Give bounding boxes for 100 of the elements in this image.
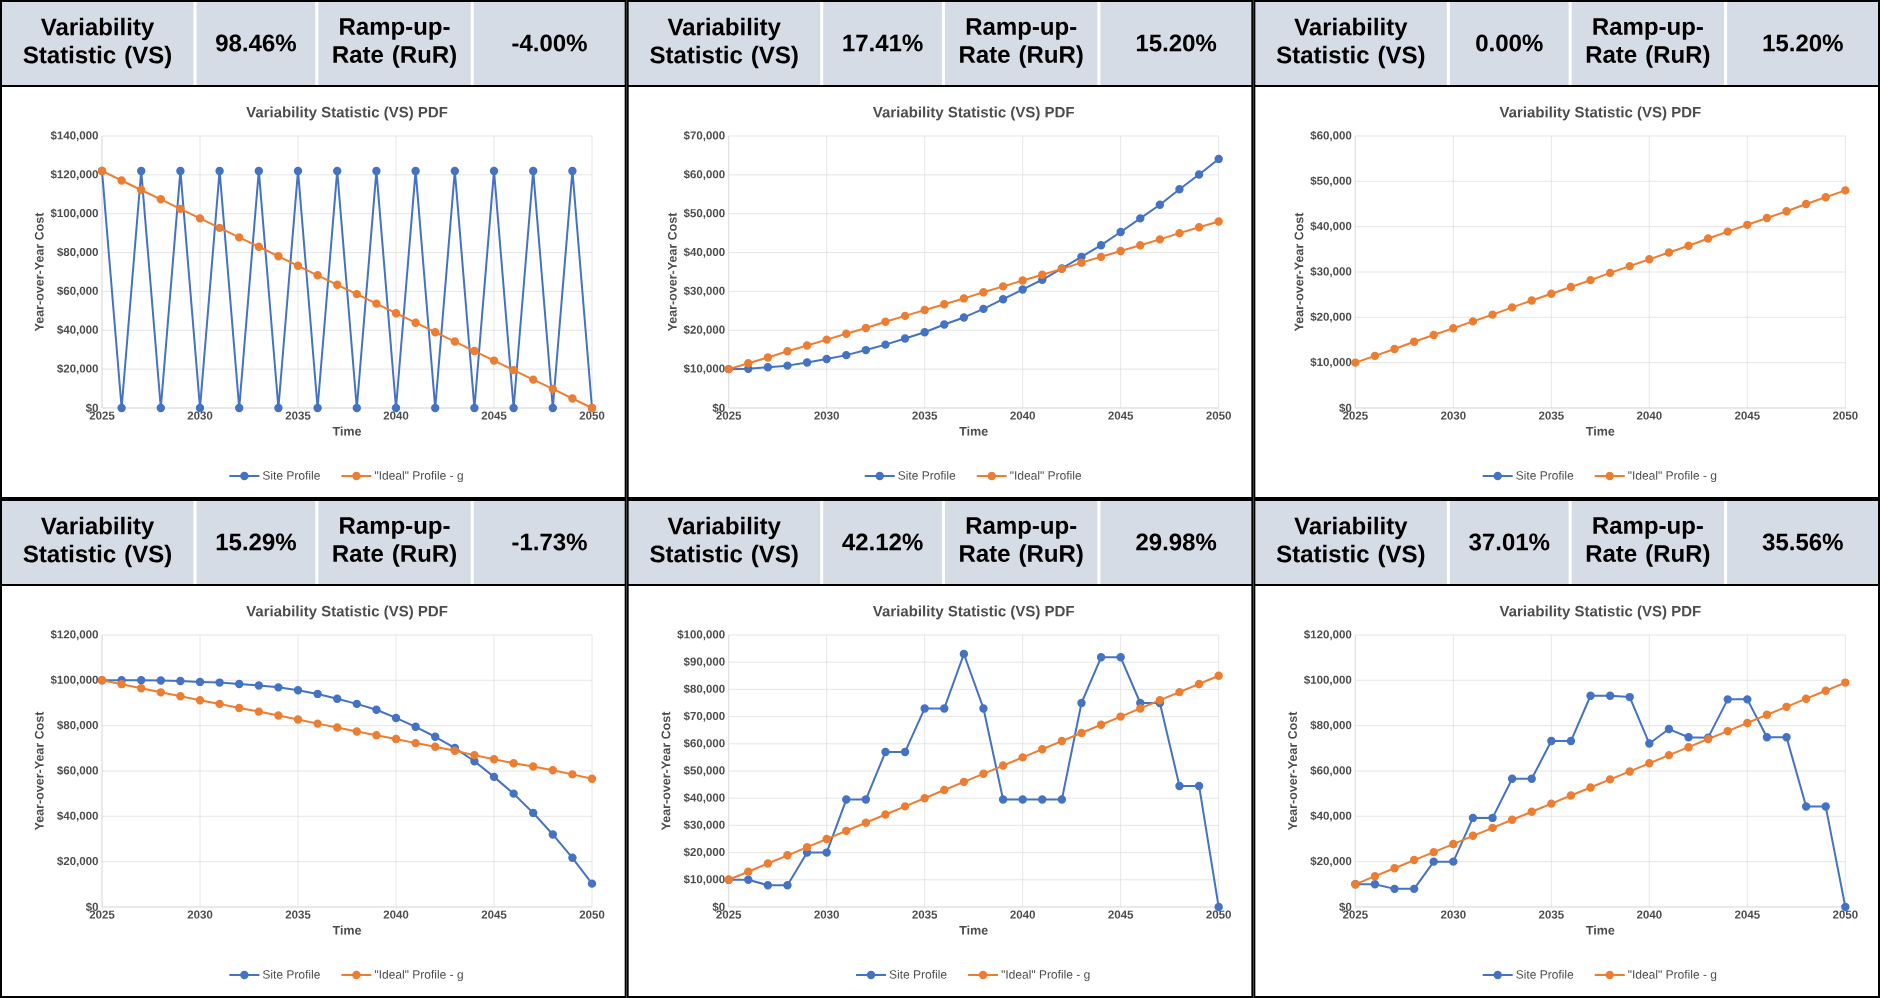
y-tick-label: $80,000 — [683, 684, 725, 695]
x-tick-label: 2030 — [814, 411, 839, 420]
y-axis-title: Year-over-Year Cost — [661, 711, 671, 831]
chart-title: Variability Statistic (VS) PDF — [1499, 605, 1701, 620]
x-tick-label: 2045 — [1108, 910, 1134, 919]
x-tick-label: 2040 — [383, 411, 409, 420]
y-tick-label: $10,000 — [683, 363, 725, 375]
legend-label: Site Profile — [889, 969, 947, 979]
text: 17.41% — [843, 34, 923, 52]
text: 35.56% — [1762, 533, 1843, 551]
y-tick-label: $80,000 — [1310, 720, 1352, 731]
y-axis-title: Year-over-Year Cost — [667, 212, 677, 332]
text: 15.20% — [1763, 34, 1843, 52]
x-tick-label: 2050 — [579, 910, 605, 919]
x-tick-label: 2035 — [912, 910, 938, 919]
y-axis-title: Year-over-Year Cost — [1294, 212, 1304, 332]
legend-label: "Ideal" Profile - g — [374, 470, 463, 483]
x-tick-label: 2050 — [1832, 910, 1858, 919]
y-tick-label: $100,000 — [1304, 675, 1352, 686]
text: 15.29% — [216, 533, 296, 551]
legend-label: "Ideal" Profile - g — [374, 969, 463, 982]
y-tick-label: $10,000 — [683, 874, 725, 885]
y-tick-label: $30,000 — [683, 286, 725, 297]
x-tick-label: 2035 — [1538, 910, 1564, 919]
y-tick-label: $50,000 — [683, 765, 725, 777]
text: 0.00% — [1476, 34, 1543, 52]
y-axis-title: Year-over-Year Cost — [1288, 711, 1297, 831]
y-tick-label: $0 — [712, 403, 725, 413]
text: Ramp-up-Rate (RuR) — [960, 18, 1083, 68]
y-tick-label: $40,000 — [57, 811, 98, 822]
legend-label: Site Profile — [898, 470, 956, 480]
text: Variability Statistic (VS) — [23, 17, 171, 69]
x-tick-label: 2035 — [285, 411, 311, 420]
y-tick-label: $0 — [85, 403, 99, 413]
x-axis-title: Time — [959, 426, 988, 436]
text: 98.46% — [216, 34, 296, 52]
y-axis-title: Year-over-Year Cost — [34, 212, 44, 332]
text: 42.12% — [842, 533, 923, 551]
x-tick-label: 2030 — [187, 411, 213, 420]
y-tick-label: $70,000 — [683, 130, 725, 142]
y-tick-label: $100,000 — [50, 208, 98, 219]
x-tick-label: 2040 — [1010, 411, 1035, 420]
text: Variability Statistic (VS) — [1276, 516, 1425, 568]
x-tick-label: 2050 — [579, 411, 605, 420]
y-tick-label: $0 — [712, 902, 725, 912]
y-tick-label: $140,000 — [50, 130, 98, 142]
legend-label: "Ideal" Profile — [1010, 470, 1082, 480]
y-tick-label: $20,000 — [57, 363, 98, 375]
y-tick-label: $100,000 — [677, 629, 725, 641]
y-tick-label: $60,000 — [683, 738, 725, 749]
text: Variability Statistic (VS) — [650, 17, 798, 69]
y-tick-label: $20,000 — [57, 856, 98, 867]
text: Ramp-up-Rate (RuR) — [1586, 517, 1710, 567]
y-tick-label: $70,000 — [683, 711, 725, 722]
x-tick-label: 2040 — [383, 910, 409, 919]
x-tick-label: 2050 — [1832, 411, 1858, 420]
y-tick-label: $30,000 — [1310, 266, 1352, 278]
legend-label: "Ideal" Profile - g — [1001, 969, 1090, 982]
x-tick-label: 2035 — [285, 910, 311, 919]
y-tick-label: $40,000 — [57, 325, 98, 336]
chart-title: Variability Statistic (VS) PDF — [1499, 106, 1701, 121]
y-tick-label: $120,000 — [1304, 629, 1352, 641]
y-axis-title: Year-over-Year Cost — [34, 711, 44, 831]
x-tick-label: 2045 — [481, 411, 507, 420]
y-tick-label: $20,000 — [683, 847, 725, 858]
chart-title: Variability Statistic (VS) PDF — [246, 605, 448, 620]
legend-label: "Ideal" Profile - g — [1628, 969, 1717, 982]
x-tick-label: 2030 — [1440, 411, 1466, 420]
text: 37.01% — [1469, 533, 1550, 551]
x-tick-label: 2045 — [1108, 411, 1134, 420]
x-axis-title: Time — [1586, 925, 1615, 935]
x-tick-label: 2025 — [89, 411, 115, 420]
x-tick-label: 2035 — [1538, 411, 1564, 420]
x-tick-label: 2035 — [912, 411, 938, 420]
y-tick-label: $20,000 — [683, 325, 725, 336]
text: Ramp-up-Rate (RuR) — [960, 517, 1083, 567]
x-tick-label: 2030 — [1440, 910, 1466, 919]
x-tick-label: 2040 — [1636, 910, 1662, 919]
y-tick-label: $80,000 — [57, 720, 98, 731]
y-tick-label: $60,000 — [57, 765, 98, 777]
text: 15.20% — [1136, 34, 1217, 52]
y-tick-label: $30,000 — [683, 820, 725, 831]
y-tick-label: $90,000 — [683, 657, 725, 668]
y-tick-label: $0 — [1339, 403, 1352, 413]
x-tick-label: 2025 — [89, 910, 115, 919]
chart-title: Variability Statistic (VS) PDF — [872, 605, 1074, 620]
y-tick-label: $40,000 — [683, 793, 725, 804]
y-tick-label: $40,000 — [683, 247, 725, 258]
y-tick-label: $0 — [85, 902, 99, 912]
y-tick-label: $0 — [1339, 902, 1352, 912]
x-tick-label: 2040 — [1636, 411, 1662, 420]
legend-label: Site Profile — [1516, 969, 1574, 979]
y-tick-label: $60,000 — [1310, 765, 1352, 777]
x-tick-label: 2025 — [716, 411, 742, 420]
text: Ramp-up-Rate (RuR) — [1586, 18, 1710, 68]
x-axis-title: Time — [332, 426, 362, 436]
x-axis-title: Time — [1586, 426, 1615, 436]
y-tick-label: $100,000 — [50, 675, 98, 686]
y-tick-label: $60,000 — [57, 286, 98, 297]
chart-title: Variability Statistic (VS) PDF — [246, 106, 448, 121]
